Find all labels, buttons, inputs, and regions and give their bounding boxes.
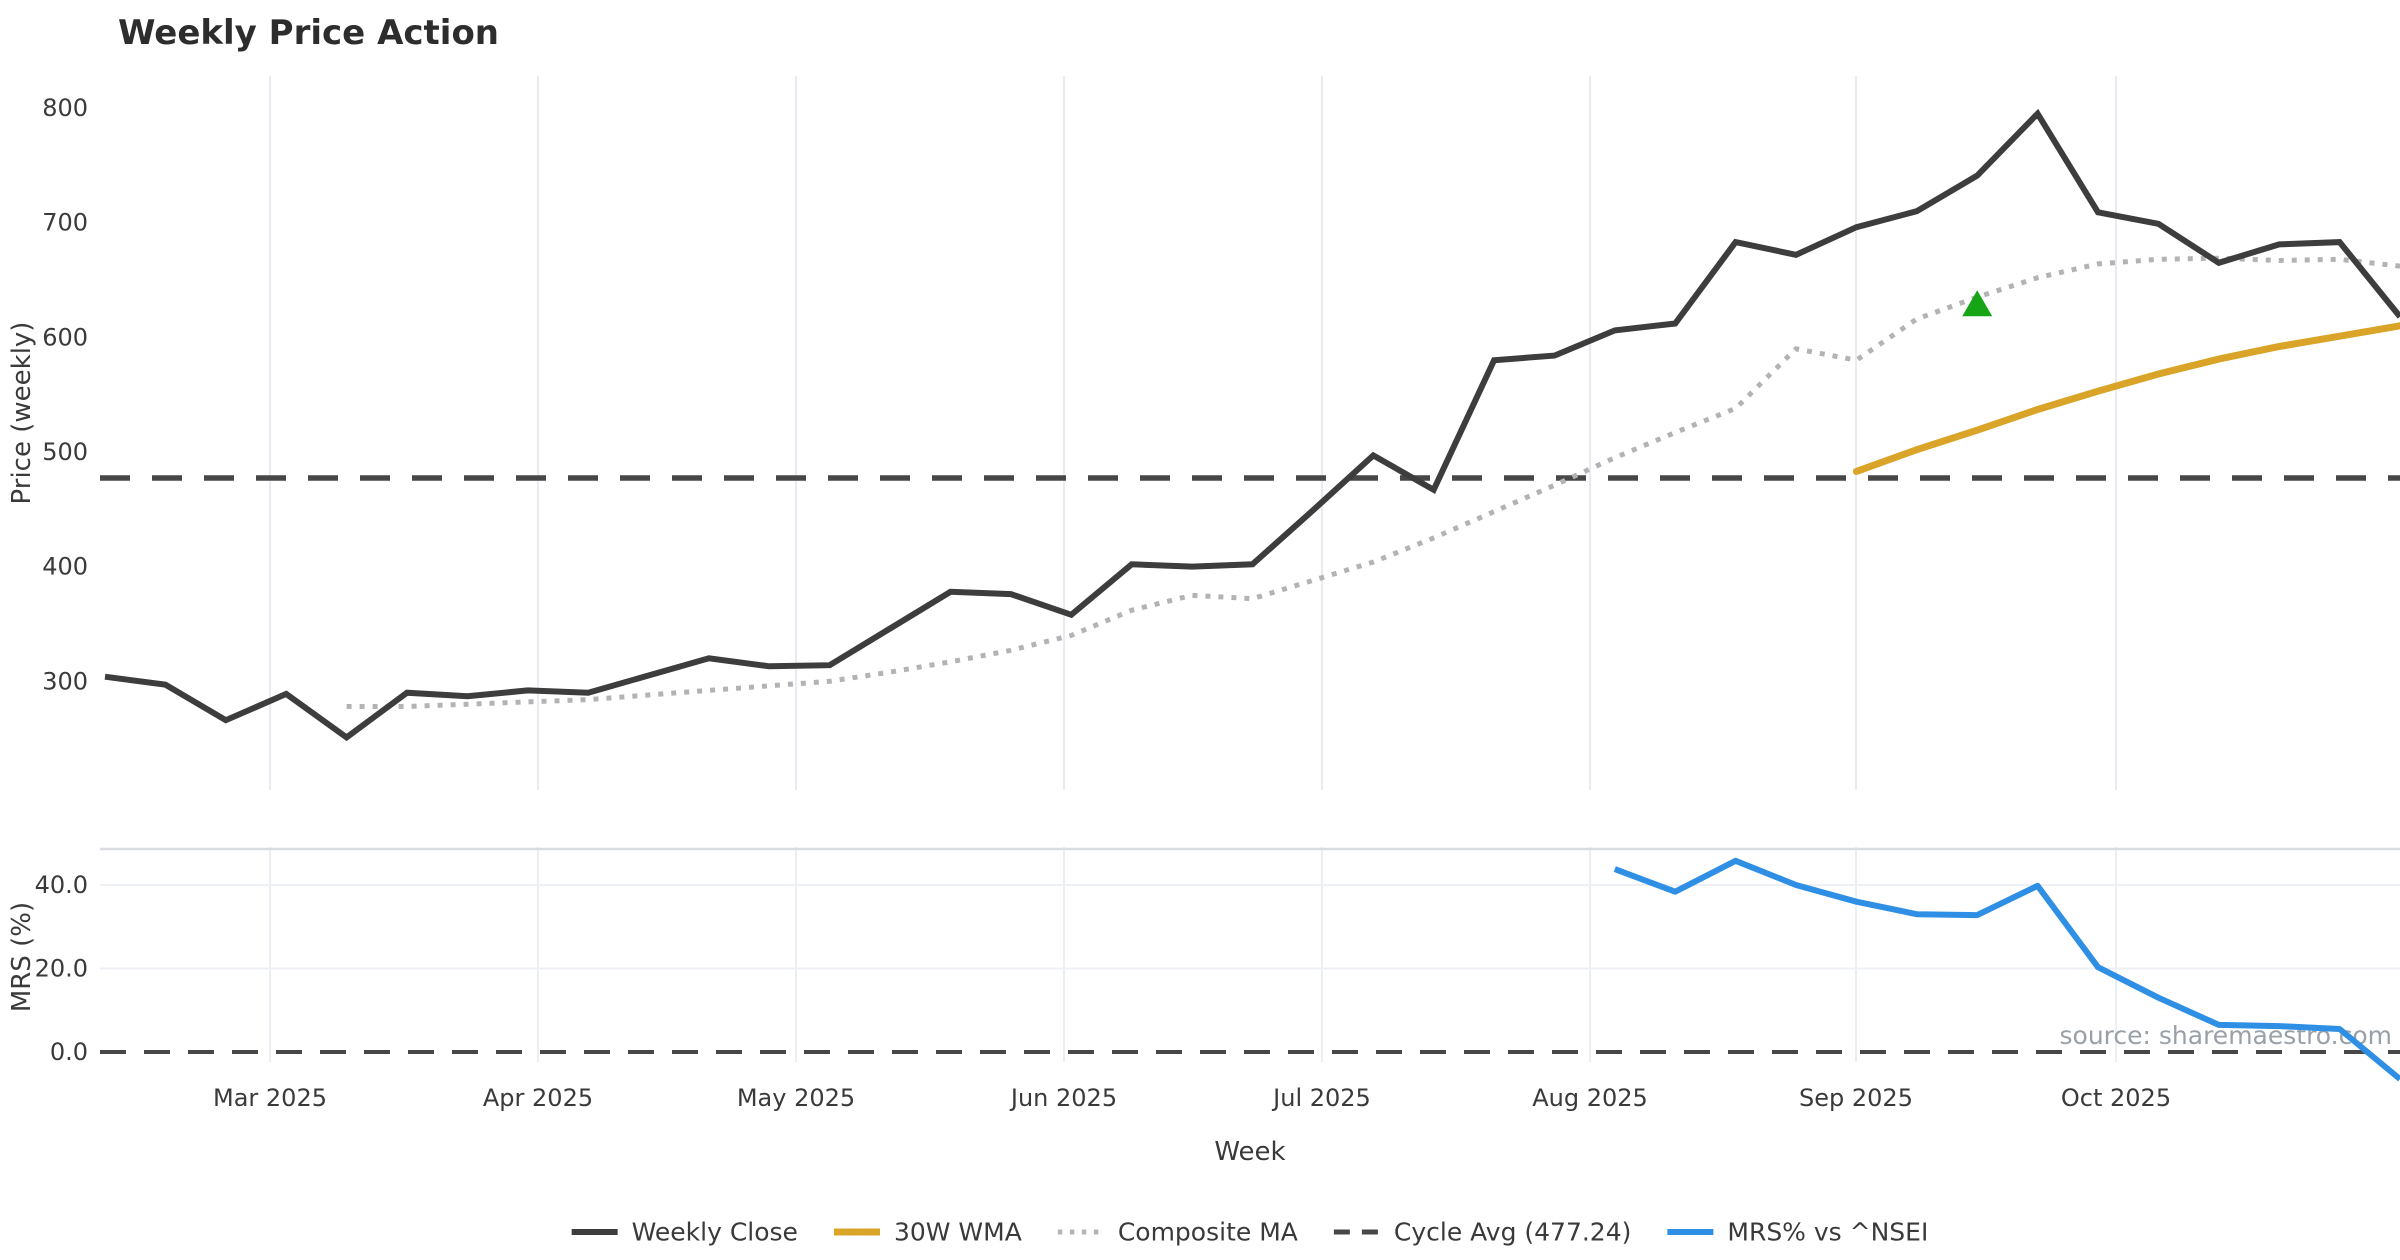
mrs-line <box>1613 857 2400 1082</box>
composite-ma-line <box>346 255 2400 709</box>
price-tick-label: 800 <box>42 94 88 122</box>
legend-item: Cycle Avg (477.24) <box>1333 1218 1632 1247</box>
mrs-tick-label: 0.0 <box>50 1038 88 1066</box>
price-axis-label: Price (weekly) <box>7 322 37 505</box>
x-tick-label: Aug 2025 <box>1532 1084 1648 1112</box>
mrs-tick-label: 40.0 <box>35 871 88 899</box>
price-tick-label: 300 <box>42 667 88 695</box>
legend-item: Weekly Close <box>571 1218 798 1247</box>
legend-label: 30W WMA <box>894 1218 1022 1247</box>
x-tick-label: Mar 2025 <box>213 1084 327 1112</box>
x-tick-label: Jun 2025 <box>1009 1084 1117 1112</box>
price-tick-label: 500 <box>42 438 88 466</box>
legend-label: MRS% vs ^NSEI <box>1727 1218 1928 1247</box>
legend-label: Cycle Avg (477.24) <box>1394 1218 1632 1247</box>
legend-label: Weekly Close <box>632 1218 798 1247</box>
wma-30-line <box>1852 322 2400 475</box>
chart-title: Weekly Price Action <box>118 13 499 53</box>
gridlines <box>100 76 2400 1062</box>
price-tick-label: 400 <box>42 553 88 581</box>
weekly-close-line <box>104 108 2400 742</box>
legend-item: MRS% vs ^NSEI <box>1667 1218 1928 1247</box>
buy-signal-marker <box>1962 290 1993 317</box>
mrs-panel <box>100 857 2400 1082</box>
legend-item: 30W WMA <box>833 1218 1022 1247</box>
price-tick-label: 600 <box>42 323 88 351</box>
legend-label: Composite MA <box>1118 1218 1298 1247</box>
x-tick-label: Sep 2025 <box>1799 1084 1913 1112</box>
x-tick-label: Jul 2025 <box>1271 1084 1371 1112</box>
price-panel <box>100 108 2400 742</box>
mrs-tick-label: 20.0 <box>35 955 88 983</box>
legend: Weekly Close 30W WMA Composite MA Cycle Avg… <box>571 1218 1928 1247</box>
axis-ticks: 300 400 500 600 700 800 0.0 20.0 40.0 Mar 2025 Apr… <box>35 94 2172 1112</box>
price-tick-label: 700 <box>42 209 88 237</box>
x-tick-label: Apr 2025 <box>483 1084 593 1112</box>
legend-item: Composite MA <box>1057 1218 1298 1247</box>
x-tick-label: Oct 2025 <box>2061 1084 2171 1112</box>
x-axis-label: Week <box>1214 1137 1285 1167</box>
x-tick-label: May 2025 <box>737 1084 855 1112</box>
mrs-axis-label: MRS (%) <box>7 902 37 1012</box>
